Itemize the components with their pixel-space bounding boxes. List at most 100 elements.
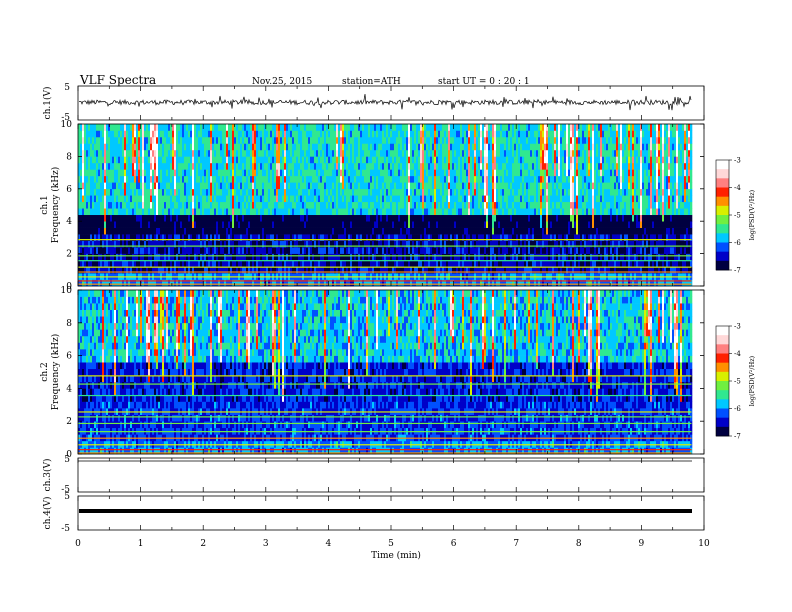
spectrogram-cell [240,201,243,209]
spectrogram-cell [352,130,355,138]
spectrogram-cell [416,253,419,261]
spectrogram-cell [408,260,411,267]
spectrogram-cell [190,162,193,170]
spectrogram-cell [354,136,357,144]
spectrogram-cell [186,279,189,287]
spectrogram-cell [288,227,291,235]
spectrogram-cell [236,162,239,170]
spectrogram-cell [248,214,251,222]
spectrogram-cell [218,162,221,170]
spectrogram-cell [100,130,103,138]
spectrogram-cell [150,149,153,157]
spectrogram-cell [448,156,451,164]
spectrogram-cell [438,201,441,209]
spectrogram-cell [466,201,469,209]
spectrogram-cell [444,247,447,254]
spectrogram-cell [156,195,159,203]
spectrogram-cell [466,143,469,151]
spectrogram-cell [296,227,299,235]
spectrogram-cell [258,143,261,151]
spectrogram-cell [440,266,443,274]
spectrogram-cell [458,247,461,254]
spectrogram-cell [404,279,407,287]
spectrogram-cell [408,188,411,196]
spectrogram-cell [122,195,125,203]
spectrogram-cell [154,182,157,190]
spectrogram-cell [188,234,191,241]
spectrogram-cell [298,227,301,235]
spectrogram-cell [170,214,173,222]
spectrogram-cell [242,188,245,196]
spectrogram-cell [158,149,161,157]
spectrogram-cell [366,175,369,183]
spectrogram-cell [436,266,439,274]
spectrogram-cell [196,182,199,190]
spectrogram-cell [454,279,457,287]
spectrogram-cell [264,214,267,222]
spectrogram-cell [102,234,105,241]
spectrogram-cell [162,143,165,151]
spectrogram-cell [392,214,395,222]
spectrogram-cell [96,175,99,183]
spectrogram-cell [438,227,441,235]
spectrogram-cell [302,195,305,203]
spectrogram-cell [342,195,345,203]
spectrogram-cell [286,143,289,151]
spectrogram-cell [268,227,271,235]
spectrogram-cell [168,149,171,157]
spectrogram-cell [460,279,463,287]
spectrogram-cell [310,124,313,131]
spectrogram-cell [420,149,423,157]
spectrogram-cell [190,156,193,164]
spectrogram-cell [424,169,427,177]
spectrogram-cell [134,182,137,190]
spectrogram-cell [138,208,141,216]
spectrogram-cell [200,266,203,274]
spectrogram-cell [202,143,205,151]
spectrogram-cell [316,260,319,267]
spectrogram-cell [300,234,303,241]
spectrogram-cell [154,175,157,183]
spectrogram-cell [260,240,263,248]
spectrogram-cell [118,253,121,261]
spectrogram-cell [340,279,343,287]
spectrogram-cell [416,175,419,183]
spectrogram-cell [296,260,299,267]
spectrogram-cell [436,279,439,287]
spectrogram-cell [264,279,267,287]
spectrogram-cell [136,227,139,235]
spectrogram-cell [94,169,97,177]
spectrogram-cell [322,221,325,228]
spectrogram-cell [220,130,223,138]
spectrogram-cell [444,240,447,248]
spectrogram-cell [112,136,115,144]
spectrogram-cell [104,240,107,248]
spectrogram-cell [230,143,233,151]
spectrogram-cell [92,136,95,144]
spectrogram-cell [446,253,449,261]
spectrogram-cell [260,162,263,170]
spectrogram-cell [304,266,307,274]
spectrogram-cell [156,253,159,261]
spectrogram-cell [254,214,257,222]
spectrogram-cell [232,124,235,131]
spectrogram-cell [444,182,447,190]
spectrogram-cell [412,208,415,216]
spectrogram-cell [264,130,267,138]
spectrogram-cell [118,234,121,241]
spectrogram-cell [468,175,471,183]
spectrogram-cell [210,149,213,157]
spectrogram-cell [456,195,459,203]
spectrogram-cell [256,260,259,267]
spectrogram-cell [218,188,221,196]
spectrogram-cell [348,182,351,190]
spectrogram-cell [134,124,137,131]
spectrogram-cell [316,266,319,274]
spectrogram-cell [170,149,173,157]
spectrogram-cell [216,247,219,254]
spectrogram-cell [424,182,427,190]
spectrogram-cell [320,124,323,131]
spectrogram-cell [400,240,403,248]
spectrogram-cell [256,221,259,228]
